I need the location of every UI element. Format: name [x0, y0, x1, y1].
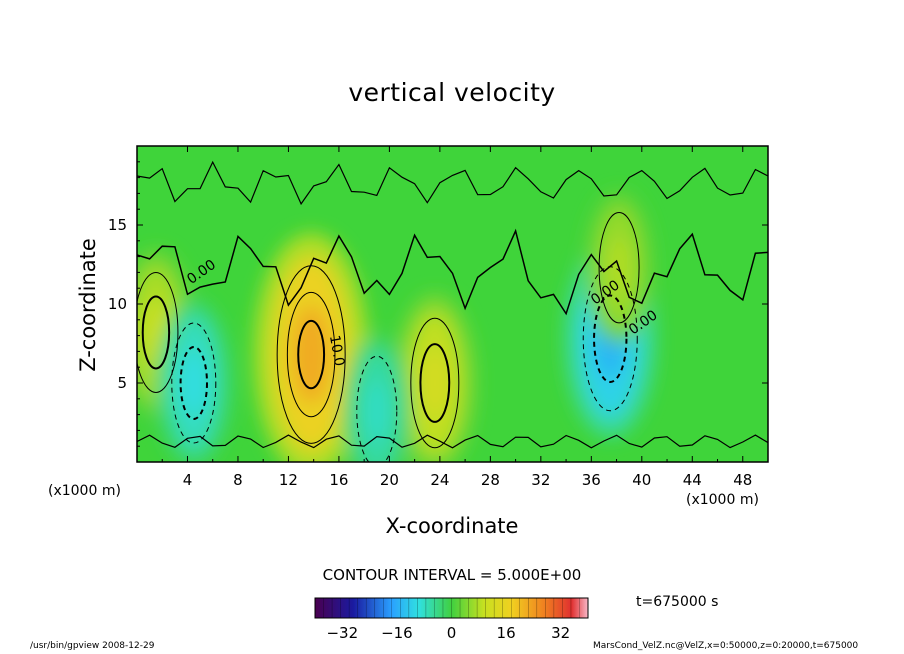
x-tick-label: 4 [183, 471, 193, 489]
contour-line [286, 291, 336, 418]
y-axis: 5 10 15 [108, 161, 768, 447]
lower-contour [137, 434, 768, 449]
time-label: t=675000 s [636, 594, 719, 610]
field-feature-core [181, 350, 207, 416]
x-tick-label: 48 [733, 471, 752, 489]
x-tick-label: 28 [481, 471, 500, 489]
x-axis: 4 8 12 16 20 24 28 32 36 40 44 48 [161, 146, 752, 489]
contour-line [356, 355, 398, 462]
x-tick-label: 40 [632, 471, 651, 489]
colorbar-tick-label: 0 [447, 624, 457, 642]
field-blobs [137, 191, 656, 462]
contour-line [171, 322, 217, 444]
x-tick-label: 24 [430, 471, 449, 489]
upper-contour [137, 160, 768, 206]
x-tick-label: 8 [233, 471, 243, 489]
x-tick-label: 16 [329, 471, 348, 489]
chart-title: vertical velocity [348, 78, 556, 107]
x-tick-label: 20 [380, 471, 399, 489]
contour-line [410, 317, 460, 449]
field-feature-core [421, 347, 449, 419]
contour-line [137, 271, 179, 393]
x-tick-label: 12 [279, 471, 298, 489]
contour-line [297, 319, 326, 390]
contour-interval: CONTOUR INTERVAL = 5.000E+00 [322, 566, 582, 584]
contour-line [598, 211, 640, 324]
colorbar-tick-label: 32 [551, 624, 570, 642]
x-unit-left: (x1000 m) [48, 483, 121, 499]
zero-contour [137, 228, 768, 316]
x-unit-right: (x1000 m) [686, 492, 759, 508]
colorbar-tick-label: −16 [381, 624, 413, 642]
contour-line [593, 294, 628, 383]
y-axis-label: Z-coordinate [76, 238, 100, 372]
field-feature-core [365, 381, 389, 442]
colorbar-tick-label: −32 [326, 624, 358, 642]
y-tick-label: 10 [108, 295, 127, 313]
y-tick-label: 15 [108, 216, 127, 234]
file-footer: MarsCond_VelZ.nc@VelZ,x=0:50000,z=0:2000… [593, 641, 859, 651]
contour-line [141, 295, 171, 370]
contour-line [179, 346, 208, 420]
x-tick-label: 32 [531, 471, 550, 489]
y-tick-label: 5 [117, 374, 127, 392]
program-footer: /usr/bin/gpview 2008-12-29 [30, 641, 155, 651]
colorbar-tick-label: 16 [497, 624, 516, 642]
x-tick-label: 36 [582, 471, 601, 489]
contour-lines [137, 160, 768, 462]
contour-line [419, 343, 451, 423]
vertical-velocity-field [137, 191, 656, 462]
x-axis-label: X-coordinate [385, 514, 519, 538]
colorbar-ticks: −32 −16 0 16 32 [314, 598, 589, 642]
x-tick-label: 44 [683, 471, 702, 489]
contour-label: 10.0 [326, 334, 347, 367]
